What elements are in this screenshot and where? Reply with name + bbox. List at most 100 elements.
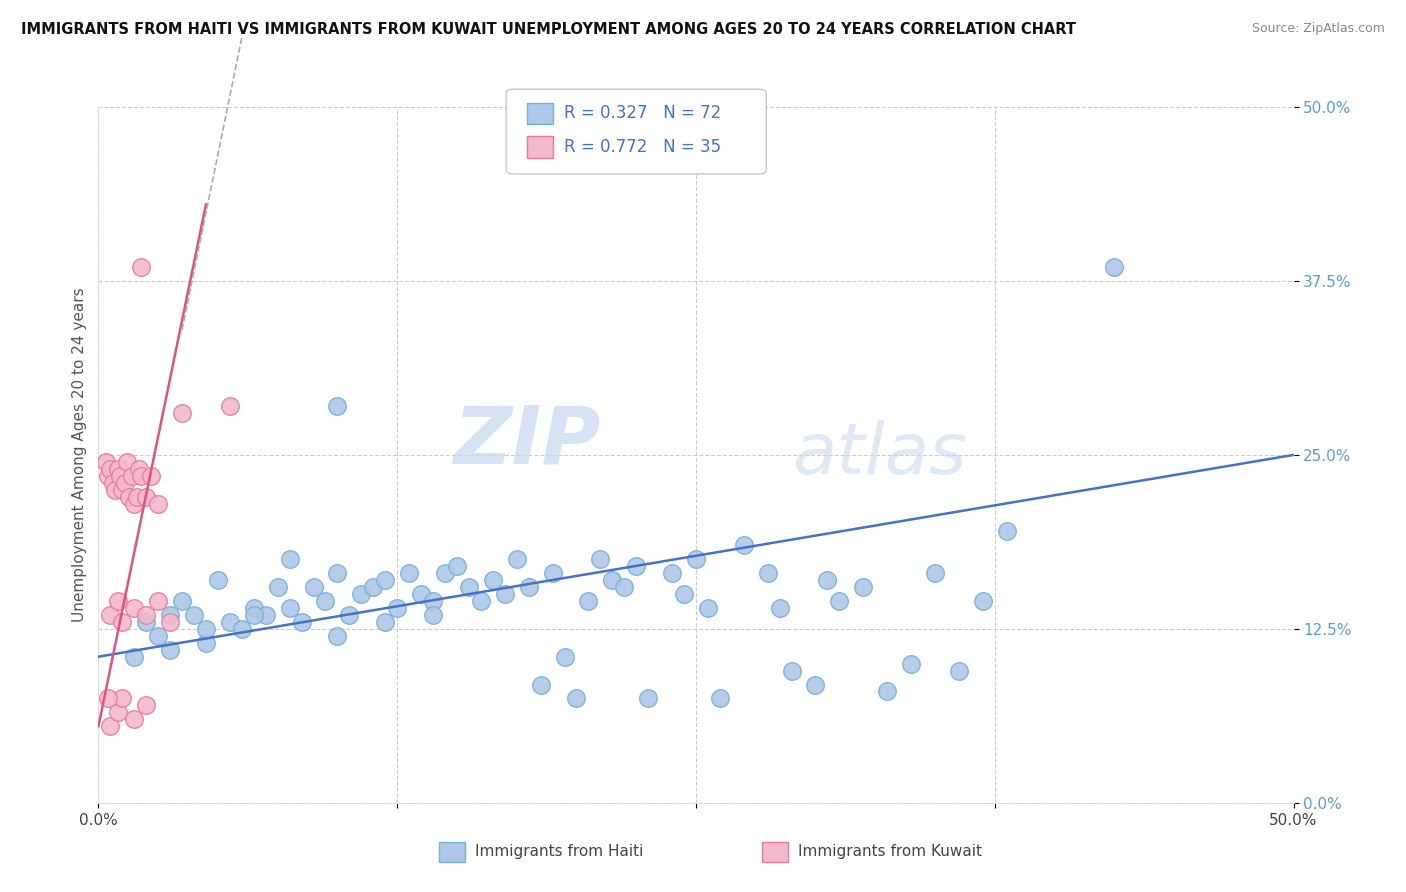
Point <box>131 260 153 274</box>
Point <box>458 580 481 594</box>
Point <box>852 580 875 594</box>
Point <box>817 573 839 587</box>
Point <box>995 524 1018 539</box>
Point <box>148 594 170 608</box>
Point <box>661 566 683 581</box>
Point <box>148 629 170 643</box>
Point <box>111 615 134 629</box>
Point <box>374 573 396 587</box>
Point <box>278 601 301 615</box>
Point <box>589 552 612 566</box>
Point <box>756 566 779 581</box>
Point <box>159 615 181 629</box>
Point <box>114 475 136 490</box>
Point <box>637 691 659 706</box>
Point <box>172 594 194 608</box>
Text: Source: ZipAtlas.com: Source: ZipAtlas.com <box>1251 22 1385 36</box>
Point <box>876 684 898 698</box>
FancyBboxPatch shape <box>762 842 787 862</box>
Point <box>709 691 731 706</box>
Point <box>159 607 181 622</box>
Point <box>494 587 516 601</box>
Text: Immigrants from Haiti: Immigrants from Haiti <box>475 844 644 859</box>
Point <box>101 475 124 490</box>
Point <box>948 664 970 678</box>
Point <box>219 399 242 413</box>
Point <box>900 657 922 671</box>
Point <box>267 580 290 594</box>
Point <box>135 607 157 622</box>
Text: R = 0.327   N = 72: R = 0.327 N = 72 <box>564 104 721 122</box>
Point <box>554 649 576 664</box>
Text: R = 0.772   N = 35: R = 0.772 N = 35 <box>564 138 721 156</box>
Point <box>924 566 946 581</box>
Point <box>446 559 468 574</box>
Point <box>363 580 385 594</box>
Point <box>278 552 301 566</box>
Point <box>124 649 146 664</box>
Point <box>291 615 314 629</box>
Point <box>769 601 792 615</box>
Point <box>104 483 127 497</box>
Point <box>107 462 129 476</box>
Point <box>602 573 624 587</box>
Point <box>613 580 636 594</box>
Point <box>219 615 242 629</box>
Point <box>124 601 146 615</box>
Point <box>195 622 218 636</box>
Point <box>131 468 153 483</box>
Point <box>111 483 134 497</box>
Point <box>326 399 349 413</box>
Point <box>302 580 325 594</box>
Point <box>972 594 994 608</box>
Point <box>254 607 277 622</box>
Point <box>517 580 540 594</box>
Point <box>326 629 349 643</box>
Point <box>172 406 194 420</box>
Point <box>243 601 266 615</box>
Point <box>411 587 433 601</box>
Point <box>804 677 827 691</box>
Text: ZIP: ZIP <box>453 402 600 480</box>
Point <box>115 455 138 469</box>
Point <box>541 566 564 581</box>
Point <box>98 462 122 476</box>
Point <box>243 607 266 622</box>
Point <box>326 566 349 581</box>
Point <box>398 566 420 581</box>
Point <box>626 559 648 574</box>
Point <box>482 573 505 587</box>
Point <box>135 615 157 629</box>
Point <box>108 468 131 483</box>
Point <box>125 490 148 504</box>
Point <box>94 455 117 469</box>
Point <box>673 587 696 601</box>
Point <box>1104 260 1126 274</box>
Point <box>422 594 444 608</box>
Text: atlas: atlas <box>792 420 966 490</box>
Text: Immigrants from Kuwait: Immigrants from Kuwait <box>797 844 981 859</box>
Point <box>315 594 337 608</box>
Point <box>97 468 120 483</box>
Point <box>148 497 170 511</box>
Point <box>98 719 122 733</box>
Point <box>124 497 146 511</box>
Point <box>434 566 457 581</box>
Point <box>97 691 120 706</box>
Y-axis label: Unemployment Among Ages 20 to 24 years: Unemployment Among Ages 20 to 24 years <box>72 287 87 623</box>
Point <box>128 462 150 476</box>
Point <box>565 691 588 706</box>
Point <box>183 607 205 622</box>
Point <box>374 615 396 629</box>
Point <box>159 642 181 657</box>
Point <box>385 601 409 615</box>
Point <box>121 468 143 483</box>
Point <box>139 468 162 483</box>
Point <box>339 607 361 622</box>
Point <box>124 712 146 726</box>
Point <box>506 552 529 566</box>
Point <box>733 538 755 552</box>
Point <box>828 594 851 608</box>
Point <box>470 594 492 608</box>
Text: IMMIGRANTS FROM HAITI VS IMMIGRANTS FROM KUWAIT UNEMPLOYMENT AMONG AGES 20 TO 24: IMMIGRANTS FROM HAITI VS IMMIGRANTS FROM… <box>21 22 1076 37</box>
